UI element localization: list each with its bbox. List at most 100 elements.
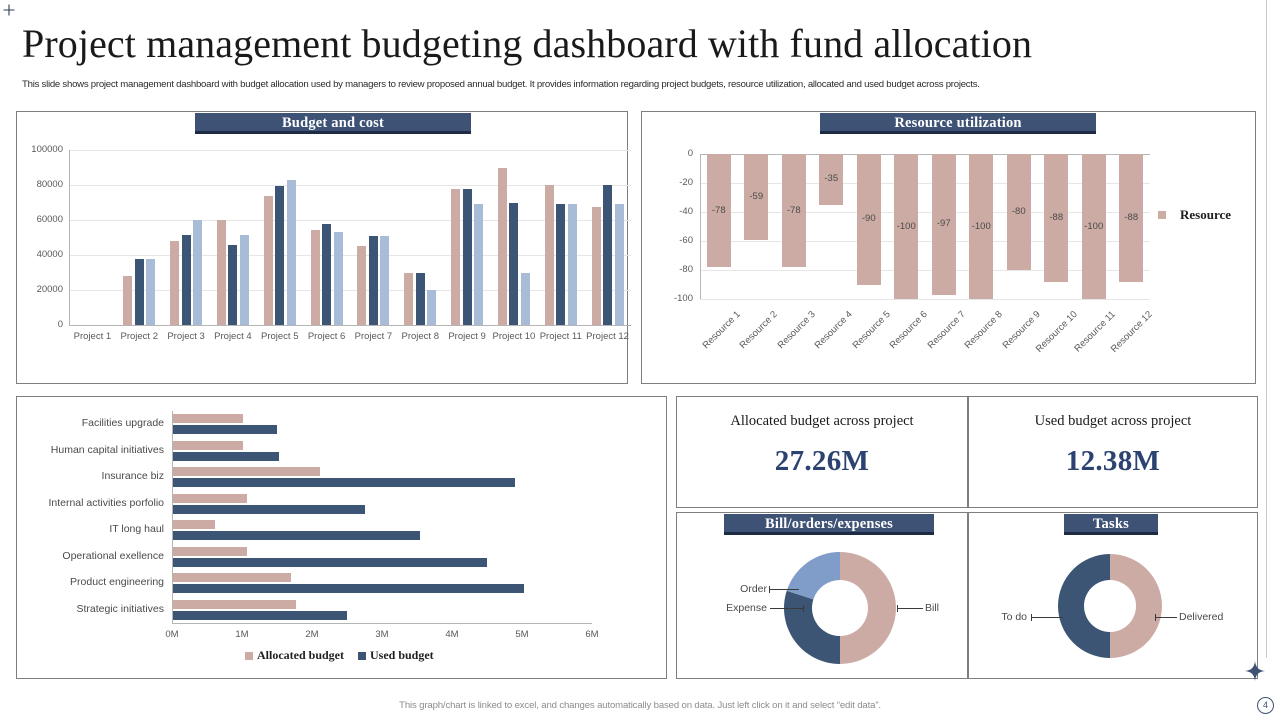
- bar-budget: [497, 168, 507, 325]
- x-axis-tick: 2M: [305, 629, 319, 640]
- donut-slice-order[interactable]: [786, 552, 840, 600]
- chart-allocated-vs-used[interactable]: 0M 1M 2M 3M 4M 5M 6M Facilities upgrade Human ca…: [17, 397, 668, 680]
- donut-slice-to-do[interactable]: [1058, 554, 1110, 658]
- x-axis-tick: Project 7: [354, 331, 393, 342]
- donut-svg: [1058, 554, 1162, 658]
- hbar-used-budget: [173, 610, 347, 620]
- bar-budget: [216, 220, 226, 325]
- bar-resource: [781, 154, 806, 268]
- category-label: IT long haul: [109, 523, 164, 536]
- category-label: Strategic initiatives: [76, 602, 164, 615]
- x-axis-tick: Project 12: [586, 331, 629, 342]
- gridline: [69, 185, 631, 186]
- gridline: [700, 299, 1150, 300]
- kpi-value-allocated: 27.26M: [774, 445, 870, 477]
- kpi-value-used: 12.38M: [1065, 445, 1161, 477]
- bar-actual-cost: [380, 235, 390, 325]
- chart-tasks[interactable]: Delivered To do: [969, 513, 1259, 680]
- donut-svg: [784, 552, 896, 664]
- hbar-allocated-budget: [173, 493, 248, 503]
- bar-resource: [819, 154, 844, 205]
- page-number: 4: [1257, 697, 1274, 714]
- y-axis-line: [69, 150, 70, 325]
- bar-estimated-cost: [368, 235, 378, 325]
- leader-cap: [1155, 614, 1156, 621]
- bar-estimated-cost: [322, 223, 332, 325]
- category-label: Product engineering: [70, 576, 164, 589]
- bar-budget: [591, 206, 601, 325]
- x-axis-tick: Project 3: [167, 331, 205, 342]
- donut-slice-delivered[interactable]: [1110, 554, 1162, 658]
- bar-value-label: -80: [1011, 206, 1026, 217]
- gridline: [700, 241, 1150, 242]
- x-axis-line: [172, 623, 592, 624]
- bar-actual-cost: [333, 232, 343, 325]
- gridline: [69, 290, 631, 291]
- hbar-used-budget: [173, 451, 279, 461]
- bar-actual-cost: [520, 272, 530, 325]
- leader-line: [1155, 617, 1177, 618]
- x-axis-tick: 5M: [515, 629, 529, 640]
- bar-value-label: -59: [749, 190, 764, 202]
- leader-cap: [769, 586, 770, 593]
- donut-slice-expense[interactable]: [784, 590, 840, 664]
- y-axis-tick: 100000: [31, 144, 63, 155]
- x-axis-tick: 6M: [585, 629, 599, 640]
- hbar-used-budget: [173, 425, 277, 434]
- leader-cap: [897, 605, 898, 612]
- leader-cap: [803, 605, 804, 612]
- hbar-allocated-budget: [173, 599, 296, 609]
- bar-estimated-cost: [415, 273, 425, 325]
- donut-label-order: Order: [740, 583, 767, 595]
- legend-swatch: [245, 651, 253, 660]
- x-axis-tick: Project 5: [260, 331, 299, 342]
- bar-actual-cost: [193, 220, 203, 325]
- bar-resource: [969, 154, 994, 299]
- donut-slice-bill[interactable]: [840, 552, 896, 664]
- chart-budget-and-cost[interactable]: 0 20000 40000 60000 80000 100000 Project 1 Proj…: [17, 112, 631, 385]
- x-axis-tick: Project 1: [73, 331, 112, 342]
- kpi-label-used: Used budget across project: [1034, 413, 1192, 429]
- legend-item-allocated-budget: Allocated budget: [245, 648, 344, 663]
- hbar-used-budget: [173, 478, 515, 487]
- x-axis-tick: Project 2: [120, 331, 158, 342]
- page-subtitle: This slide shows project management dash…: [22, 79, 980, 90]
- hbar-allocated-budget: [173, 573, 292, 582]
- footer-note: This graph/chart is linked to excel, and…: [399, 700, 881, 711]
- x-axis-tick: Project 9: [448, 331, 486, 342]
- x-axis-tick: 1M: [235, 629, 249, 640]
- bar-value-label: -90: [861, 213, 876, 225]
- gridline: [69, 150, 631, 151]
- x-axis-tick: Project 11: [539, 331, 582, 342]
- gridline: [700, 270, 1150, 271]
- bar-estimated-cost: [603, 185, 613, 325]
- y-axis-tick: 0: [57, 319, 63, 330]
- panel-budget-and-cost: Budget and cost 0 20000 40000 60000 80000 100…: [16, 111, 631, 470]
- bar-estimated-cost: [181, 234, 191, 325]
- y-axis-tick: -60: [679, 235, 693, 246]
- bar-resource: [1044, 154, 1069, 282]
- donut-label-expense: Expense: [726, 602, 767, 614]
- leader-line: [769, 589, 799, 590]
- y-axis-tick: 0: [687, 148, 693, 159]
- chart-resource-utilization[interactable]: 0 -20 -40 -60 -80 -100 -78 Resource 1 -59 Resourc…: [642, 112, 1257, 385]
- bar-value-label: -100: [971, 220, 991, 232]
- y-axis-tick: 60000: [36, 214, 63, 225]
- legend-swatch: [358, 651, 366, 660]
- kpi-label-allocated: Allocated budget across project: [730, 413, 914, 429]
- bar-value-label: -78: [786, 204, 801, 216]
- donut-label-delivered: Delivered: [1179, 611, 1224, 623]
- chart-bill-orders-expenses[interactable]: Bill Expense Order: [677, 513, 969, 680]
- bar-budget: [170, 241, 180, 325]
- page-title: Project management budgeting dashboard w…: [22, 21, 1033, 66]
- panel-resource-utilization: Resource utilization 0 -20 -40 -60 -80 -100 -7…: [641, 111, 1256, 384]
- bar-actual-cost: [474, 204, 484, 325]
- bar-budget: [357, 246, 367, 325]
- bar-actual-cost: [146, 258, 156, 325]
- x-axis-tick: 3M: [375, 629, 389, 640]
- donut-label-to-do: To do: [1001, 611, 1027, 623]
- leader-cap: [1031, 614, 1032, 621]
- hbar-used-budget: [173, 584, 524, 593]
- panel-title-budget-and-cost: Budget and cost: [195, 113, 471, 134]
- legend-swatch: [1158, 211, 1166, 219]
